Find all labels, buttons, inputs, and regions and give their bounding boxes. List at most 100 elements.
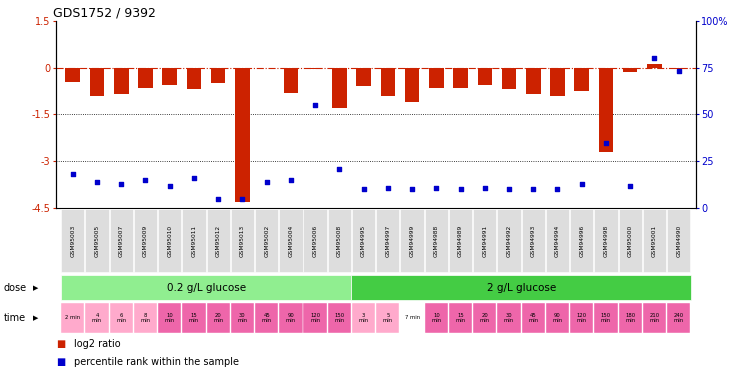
Bar [65, 68, 80, 82]
FancyBboxPatch shape [86, 209, 109, 272]
Text: 150
min: 150 min [601, 313, 611, 323]
FancyBboxPatch shape [158, 209, 182, 272]
FancyBboxPatch shape [182, 209, 205, 272]
Text: GSM95006: GSM95006 [312, 225, 318, 257]
FancyBboxPatch shape [449, 303, 472, 333]
Bar [599, 68, 613, 152]
Text: 10
min: 10 min [432, 313, 441, 323]
Text: GSM94996: GSM94996 [580, 225, 584, 257]
Point [67, 171, 79, 177]
Text: 210
min: 210 min [650, 313, 659, 323]
FancyBboxPatch shape [522, 303, 545, 333]
Text: 120
min: 120 min [310, 313, 320, 323]
FancyBboxPatch shape [570, 209, 594, 272]
FancyBboxPatch shape [473, 303, 496, 333]
Text: 45
min: 45 min [528, 313, 539, 323]
FancyBboxPatch shape [618, 209, 642, 272]
Point [188, 175, 200, 181]
Point [624, 183, 636, 189]
Bar [623, 68, 638, 72]
Point [430, 184, 442, 190]
FancyBboxPatch shape [61, 275, 351, 300]
Bar [235, 68, 250, 202]
Text: 10
min: 10 min [164, 313, 175, 323]
Bar [501, 68, 516, 89]
Text: GSM95009: GSM95009 [143, 225, 148, 257]
FancyBboxPatch shape [643, 209, 666, 272]
FancyBboxPatch shape [109, 209, 133, 272]
Point [455, 186, 466, 192]
Bar [405, 68, 420, 102]
Text: 15
min: 15 min [455, 313, 466, 323]
Bar [162, 68, 177, 85]
FancyBboxPatch shape [207, 209, 230, 272]
FancyBboxPatch shape [498, 303, 521, 333]
Text: 2 min: 2 min [65, 315, 80, 320]
Text: GSM95007: GSM95007 [119, 225, 124, 257]
Text: 180
min: 180 min [625, 313, 635, 323]
Point [551, 186, 563, 192]
Bar [526, 68, 541, 94]
FancyBboxPatch shape [61, 209, 84, 272]
Text: GSM95005: GSM95005 [94, 225, 100, 257]
FancyBboxPatch shape [667, 303, 690, 333]
FancyBboxPatch shape [376, 303, 400, 333]
Point [260, 179, 272, 185]
Point [382, 184, 394, 190]
Text: GSM94997: GSM94997 [385, 225, 391, 257]
Text: 240
min: 240 min [673, 313, 684, 323]
FancyBboxPatch shape [376, 209, 400, 272]
Point [673, 68, 684, 74]
Point [237, 196, 248, 202]
Text: 5
min: 5 min [382, 313, 393, 323]
FancyBboxPatch shape [425, 209, 448, 272]
Text: GSM95004: GSM95004 [289, 225, 293, 257]
Text: 3
min: 3 min [359, 313, 369, 323]
Text: GSM95013: GSM95013 [240, 225, 245, 257]
Bar [90, 68, 104, 96]
Text: log2 ratio: log2 ratio [74, 339, 121, 349]
Point [212, 196, 224, 202]
Point [285, 177, 297, 183]
FancyBboxPatch shape [473, 209, 496, 272]
FancyBboxPatch shape [86, 303, 109, 333]
Text: 6
min: 6 min [116, 313, 126, 323]
Text: ▶: ▶ [33, 315, 38, 321]
Text: ■: ■ [56, 339, 65, 349]
Point [115, 181, 127, 187]
FancyBboxPatch shape [328, 209, 351, 272]
Point [310, 102, 321, 108]
Text: 0.2 g/L glucose: 0.2 g/L glucose [167, 283, 246, 293]
Text: GSM95000: GSM95000 [628, 225, 632, 257]
Text: 90
min: 90 min [553, 313, 562, 323]
Text: GSM94999: GSM94999 [410, 225, 414, 257]
Text: 90
min: 90 min [286, 313, 296, 323]
Point [479, 184, 491, 190]
Text: 45
min: 45 min [262, 313, 272, 323]
FancyBboxPatch shape [182, 303, 205, 333]
Text: GSM94995: GSM94995 [361, 225, 366, 257]
Text: GSM94991: GSM94991 [482, 225, 487, 257]
Text: GSM95008: GSM95008 [337, 225, 341, 257]
Text: GDS1752 / 9392: GDS1752 / 9392 [53, 6, 155, 20]
Point [333, 166, 345, 172]
Text: GSM94998: GSM94998 [603, 225, 609, 257]
Point [406, 186, 418, 192]
FancyBboxPatch shape [61, 303, 84, 333]
FancyBboxPatch shape [134, 209, 157, 272]
FancyBboxPatch shape [304, 303, 327, 333]
FancyBboxPatch shape [618, 303, 642, 333]
FancyBboxPatch shape [400, 209, 424, 272]
Bar [574, 68, 589, 91]
Text: GSM95011: GSM95011 [191, 225, 196, 257]
Point [164, 183, 176, 189]
Text: GSM95003: GSM95003 [70, 225, 75, 257]
FancyBboxPatch shape [546, 209, 569, 272]
Point [140, 177, 152, 183]
FancyBboxPatch shape [667, 209, 690, 272]
Text: GSM94993: GSM94993 [530, 225, 536, 257]
Text: GSM94992: GSM94992 [507, 225, 512, 257]
Bar [283, 68, 298, 93]
Text: 120
min: 120 min [577, 313, 587, 323]
Bar [138, 68, 153, 88]
